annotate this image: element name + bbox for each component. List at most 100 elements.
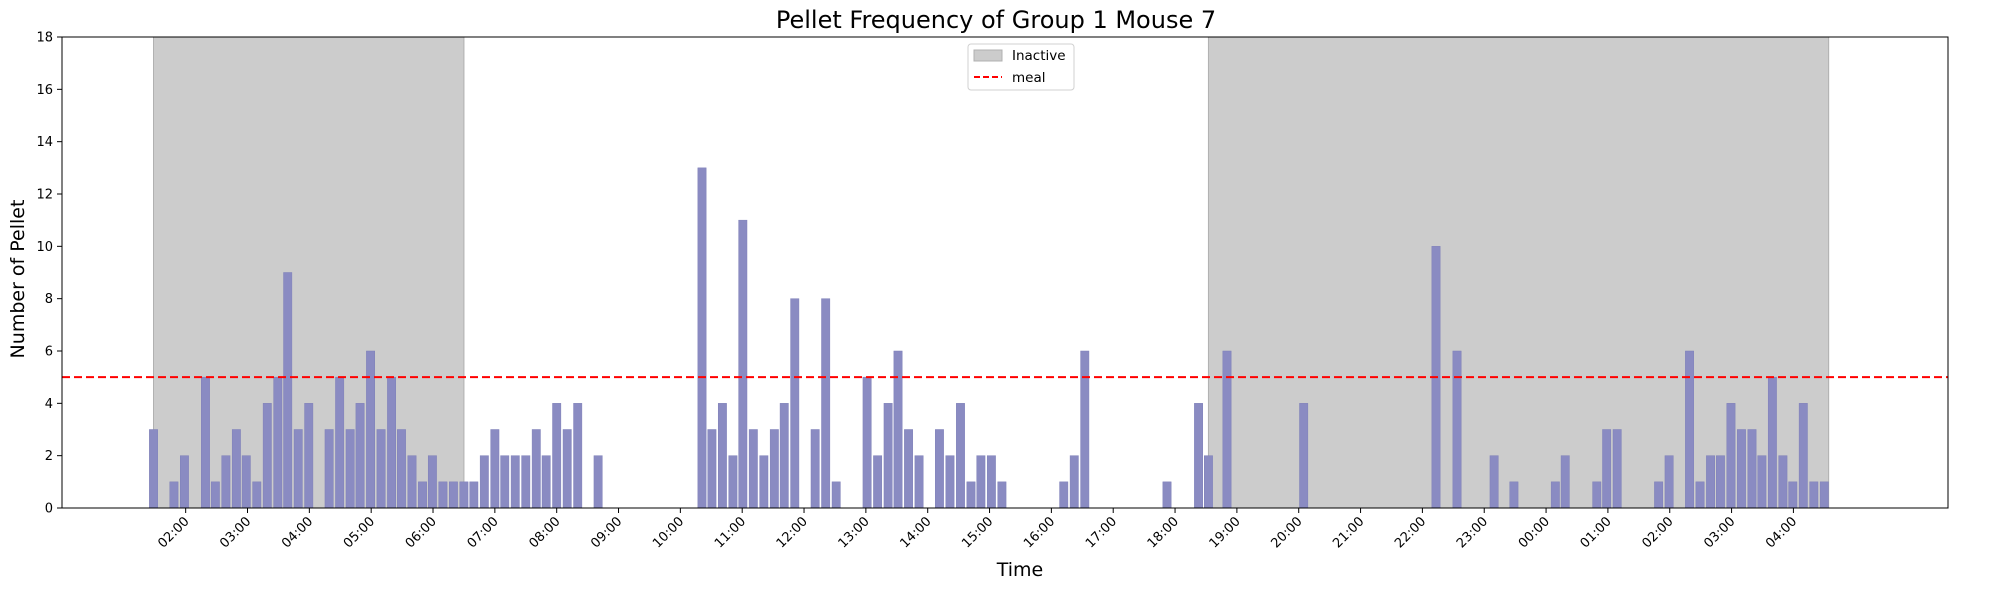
bar-47 xyxy=(759,455,769,509)
x-tick-label: 12:00 xyxy=(774,514,811,551)
bar-19 xyxy=(366,350,375,509)
bar-11 xyxy=(273,376,283,509)
bar-6 xyxy=(221,455,231,509)
chart-title: Pellet Frequency of Group 1 Mouse 7 xyxy=(776,6,1216,34)
bar-98 xyxy=(1809,481,1819,509)
bar-33 xyxy=(510,455,520,509)
x-tick-label: 08:00 xyxy=(526,514,563,551)
x-axis: 02:00 03:00 04:00 05:00 06:00 07:00 08:00 09:00… xyxy=(155,508,1800,551)
bar-90 xyxy=(1726,403,1736,509)
bar-27 xyxy=(448,481,458,509)
bar-5 xyxy=(210,481,220,509)
x-tick-label: 03:00 xyxy=(217,514,254,551)
x-tick-label: 19:00 xyxy=(1207,514,1244,551)
bar-86 xyxy=(1685,350,1694,509)
bar-80 xyxy=(1560,455,1570,509)
bar-3 xyxy=(180,455,189,509)
bar-41 xyxy=(697,167,707,509)
bar-36 xyxy=(541,455,551,509)
x-tick-label: 00:00 xyxy=(1516,514,1553,551)
bar-48 xyxy=(769,429,779,509)
bar-67 xyxy=(1059,481,1069,509)
y-tick-label: 4 xyxy=(45,397,53,412)
x-tick-label: 14:00 xyxy=(897,514,934,551)
x-tick-label: 01:00 xyxy=(1578,514,1615,551)
inactive-spans xyxy=(153,36,1830,509)
bar-85 xyxy=(1664,455,1674,509)
y-tick-label: 16 xyxy=(36,83,53,98)
bar-84 xyxy=(1654,481,1664,509)
y-tick-label: 10 xyxy=(36,240,53,255)
bar-66 xyxy=(997,481,1007,509)
bar-81 xyxy=(1592,481,1602,509)
bar-10 xyxy=(262,403,272,509)
bar-23 xyxy=(407,455,417,509)
x-tick-label: 07:00 xyxy=(465,514,502,551)
bar-95 xyxy=(1778,455,1788,509)
x-tick-label: 10:00 xyxy=(650,514,687,551)
bar-76 xyxy=(1452,350,1462,509)
y-axis: 0 2 4 6 8 10 12 14 16 18 xyxy=(36,31,62,517)
bar-79 xyxy=(1550,481,1560,509)
x-tick-label: 05:00 xyxy=(341,514,378,551)
bar-9 xyxy=(252,481,262,509)
bar-87 xyxy=(1695,481,1705,509)
bar-12 xyxy=(283,272,293,509)
legend: Inactive meal xyxy=(967,43,1075,91)
bar-4 xyxy=(201,376,210,509)
bar-30 xyxy=(479,455,489,509)
x-tick-label: 20:00 xyxy=(1268,514,1305,551)
y-tick-label: 14 xyxy=(36,135,53,150)
bar-58 xyxy=(904,429,913,509)
bar-56 xyxy=(883,403,893,509)
bar-15 xyxy=(324,429,334,509)
bar-14 xyxy=(304,403,314,509)
x-tick-label: 03:00 xyxy=(1701,514,1738,551)
x-tick-label: 15:00 xyxy=(959,514,996,551)
bar-29 xyxy=(469,481,479,509)
x-tick-label: 22:00 xyxy=(1392,514,1429,551)
bar-93 xyxy=(1757,455,1767,509)
bar-13 xyxy=(293,429,303,509)
x-tick-label: 02:00 xyxy=(1639,514,1676,551)
bar-60 xyxy=(935,429,944,509)
bar-20 xyxy=(376,429,386,509)
bar-31 xyxy=(490,429,500,509)
bar-74 xyxy=(1299,403,1309,509)
x-tick-label: 11:00 xyxy=(712,514,749,551)
bar-88 xyxy=(1706,455,1715,509)
bar-73 xyxy=(1222,350,1232,509)
x-tick-label: 18:00 xyxy=(1145,514,1182,551)
bar-99 xyxy=(1819,481,1829,509)
x-tick-label: 04:00 xyxy=(279,514,316,551)
x-tick-label: 02:00 xyxy=(155,514,192,551)
bar-16 xyxy=(335,376,345,509)
bar-71 xyxy=(1194,403,1203,509)
bar-97 xyxy=(1798,403,1808,509)
bar-96 xyxy=(1788,481,1798,509)
y-axis-label: Number of Pellet xyxy=(7,200,29,359)
bar-53 xyxy=(831,481,841,509)
x-axis-label: Time xyxy=(996,559,1044,581)
bar-2 xyxy=(169,481,179,509)
x-tick-label: 04:00 xyxy=(1763,514,1800,551)
bar-68 xyxy=(1069,455,1079,509)
bar-92 xyxy=(1747,429,1757,509)
inactive-span-2 xyxy=(1207,36,1830,509)
bar-39 xyxy=(573,403,583,509)
bar-28 xyxy=(459,481,469,509)
bar-83 xyxy=(1612,429,1622,509)
bar-77 xyxy=(1489,455,1499,509)
legend-inactive-swatch xyxy=(973,49,1003,62)
bar-22 xyxy=(397,429,406,509)
bar-37 xyxy=(552,403,562,509)
bar-62 xyxy=(956,403,965,509)
bar-8 xyxy=(241,455,251,509)
bar-46 xyxy=(748,429,758,509)
x-tick-label: 13:00 xyxy=(836,514,873,551)
bar-64 xyxy=(976,455,986,509)
y-tick-label: 12 xyxy=(36,188,53,203)
bar-42 xyxy=(707,429,717,509)
bar-78 xyxy=(1509,481,1519,509)
bar-89 xyxy=(1716,455,1725,509)
